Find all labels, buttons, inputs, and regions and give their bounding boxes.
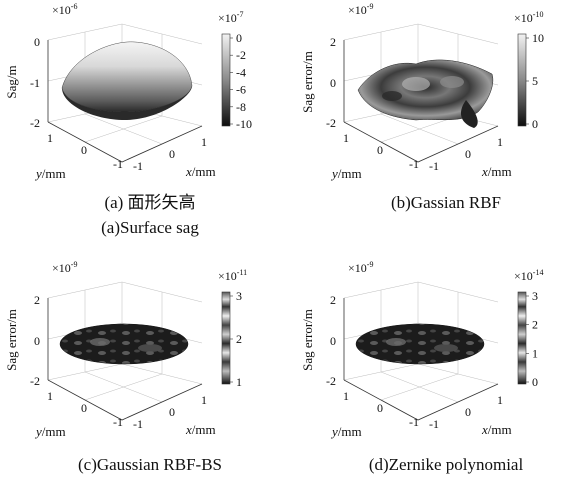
colorbar-tick-label: -4 (236, 65, 246, 79)
y-tick-label: 1 (343, 131, 349, 145)
colorbar-exponent-label: ×10-14 (514, 268, 543, 283)
x-axis-label: x/mm (185, 422, 216, 437)
x-axis-label: x/mm (481, 422, 512, 437)
panel-c: ×10-9 2 0 -2 Sag error/m 1 0 -1 -1 0 1 y/mm x/mm ×10-… (4, 260, 247, 474)
colorbar-exponent-label: ×10-10 (514, 10, 543, 25)
colorbar-tick-label: 1 (532, 346, 538, 360)
z-tick-label: 0 (330, 334, 336, 348)
z-axis-label: Sag error/m (300, 51, 315, 113)
x-axis-label: x/mm (185, 164, 216, 179)
panel-d: ×10-9 2 0 -2 Sag error/m 1 0 -1 -1 0 1 y/mm x/mm ×10-… (300, 260, 543, 474)
z-tick-label: -2 (30, 116, 40, 130)
colorbar-tick-label: 2 (532, 318, 538, 332)
colorbar-tick-label: 10 (532, 31, 544, 45)
x-tick-label: 1 (201, 393, 207, 407)
z-tick-label: 0 (34, 35, 40, 49)
z-axis-label: Sag error/m (4, 309, 19, 371)
x-tick-label: 0 (465, 405, 471, 419)
x-tick-label: 0 (169, 147, 175, 161)
y-axis-label: y/mm (34, 166, 66, 181)
x-axis-label: x/mm (481, 164, 512, 179)
z-tick-label: -2 (326, 116, 336, 130)
panel-caption: (d)Zernike polynomial (369, 455, 524, 474)
colorbar: ×10-10 10 5 0 (514, 10, 544, 131)
colorbar-exponent-label: ×10-7 (218, 10, 243, 25)
x-tick-label: -1 (429, 417, 439, 431)
colorbar-tick-label: -10 (236, 117, 252, 131)
x-tick-label: -1 (133, 159, 143, 173)
z-exponent-label: ×10-9 (52, 260, 77, 275)
x-tick-label: 1 (497, 135, 503, 149)
surface-plot (61, 41, 193, 120)
y-tick-label: 1 (343, 389, 349, 403)
colorbar: ×10-7 0 -2 -4 -6 -8 -10 (218, 10, 252, 131)
y-axis-label: y/mm (330, 424, 362, 439)
z-exponent-label: ×10-9 (348, 2, 373, 17)
y-tick-label: 0 (377, 401, 383, 415)
z-axis-label: Sag error/m (300, 309, 315, 371)
z-exponent-label: ×10-6 (52, 2, 77, 17)
x-tick-label: 0 (465, 147, 471, 161)
colorbar-exponent-label: ×10-11 (218, 268, 247, 283)
z-tick-label: -2 (30, 374, 40, 388)
colorbar-tick-label: 3 (532, 289, 538, 303)
z-tick-label: 2 (330, 293, 336, 307)
x-tick-label: 1 (201, 135, 207, 149)
surface-plot (357, 59, 494, 128)
colorbar-tick-label: -2 (236, 48, 246, 62)
y-axis-label: y/mm (34, 424, 66, 439)
y-tick-label: -1 (409, 415, 419, 429)
panel-caption: (b)Gassian RBF (391, 193, 501, 212)
colorbar: ×10-11 3 2 1 (218, 268, 247, 389)
colorbar-tick-label: 0 (532, 117, 538, 131)
z-tick-label: 0 (330, 76, 336, 90)
y-tick-label: -1 (409, 157, 419, 171)
z-tick-label: -2 (326, 374, 336, 388)
y-tick-label: 1 (47, 131, 53, 145)
colorbar-tick-label: 0 (532, 375, 538, 389)
x-tick-label: -1 (133, 417, 143, 431)
z-axis-label: Sag/m (4, 65, 19, 98)
x-tick-label: 0 (169, 405, 175, 419)
panel-caption: (c)Gaussian RBF-BS (78, 455, 222, 474)
panel-caption: (a)Surface sag (101, 218, 199, 237)
colorbar: ×10-14 3 2 1 0 (514, 268, 543, 389)
colorbar-tick-label: -6 (236, 83, 246, 97)
z-tick-label: 2 (330, 35, 336, 49)
x-tick-label: -1 (429, 159, 439, 173)
panel-caption: (a) 面形矢高 (104, 193, 195, 212)
colorbar-tick-label: -8 (236, 100, 246, 114)
x-tick-label: 1 (497, 393, 503, 407)
y-tick-label: 0 (377, 143, 383, 157)
surface-plot (355, 323, 485, 365)
y-tick-label: 0 (81, 143, 87, 157)
colorbar-tick-label: 0 (236, 31, 242, 45)
z-exponent-label: ×10-9 (348, 260, 373, 275)
colorbar-tick-label: 1 (236, 375, 242, 389)
y-tick-label: 1 (47, 389, 53, 403)
z-tick-label: 2 (34, 293, 40, 307)
surface-plot (59, 323, 189, 365)
y-axis-label: y/mm (330, 166, 362, 181)
z-tick-label: 0 (34, 334, 40, 348)
z-tick-label: -1 (30, 76, 40, 90)
colorbar-tick-label: 5 (532, 74, 538, 88)
y-tick-label: -1 (113, 415, 123, 429)
y-tick-label: 0 (81, 401, 87, 415)
y-tick-label: -1 (113, 157, 123, 171)
colorbar-tick-label: 3 (236, 289, 242, 303)
colorbar-tick-label: 2 (236, 332, 242, 346)
